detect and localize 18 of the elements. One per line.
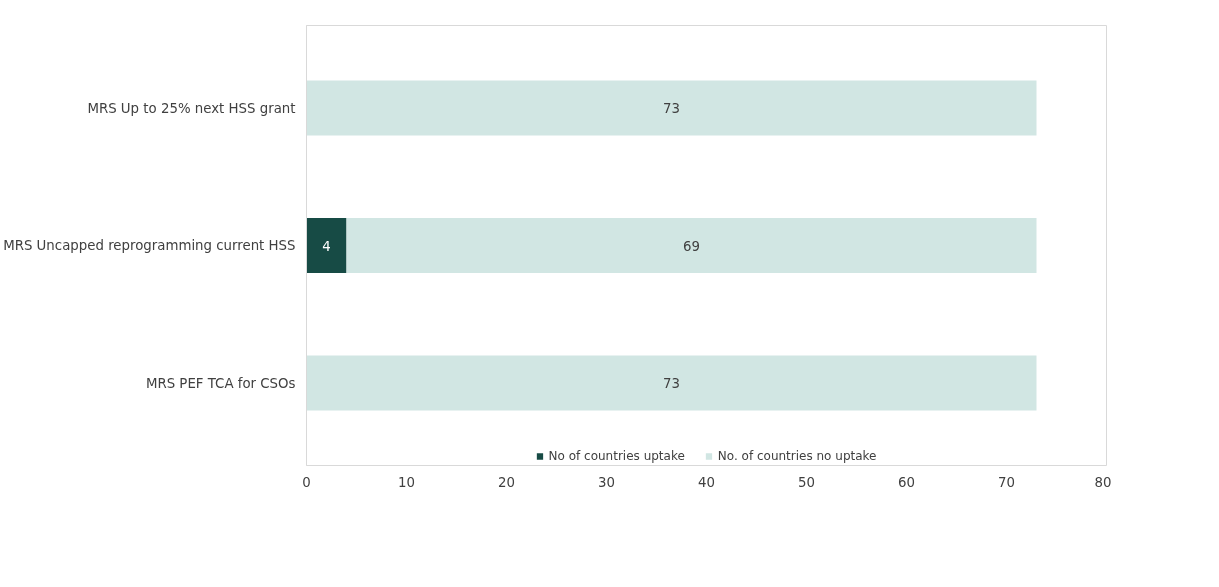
x-tick-label: 10: [398, 474, 415, 490]
y-tick-label: MRS Up to 25% next HSS grant: [87, 100, 296, 116]
x-tick-label: 40: [698, 474, 715, 490]
x-tick-label: 0: [302, 474, 311, 490]
data-label: 4: [322, 238, 331, 254]
legend-label: No of countries uptake: [548, 449, 685, 463]
x-tick-label: 50: [798, 474, 815, 490]
data-label: 73: [663, 376, 680, 391]
x-tick-label: 20: [498, 474, 515, 490]
y-tick-label: MRS PEF TCA for CSOs: [145, 375, 296, 391]
legend-label: No. of countries no uptake: [717, 449, 877, 463]
x-tick-label: 80: [1094, 474, 1112, 490]
y-tick-label: MRS Uncapped reprogramming current HSS: [3, 238, 296, 253]
data-label: 73: [663, 101, 680, 116]
x-tick-label: 30: [598, 474, 615, 490]
x-tick-label: 60: [898, 474, 915, 490]
data-label: 69: [683, 238, 700, 254]
x-tick-label: 70: [998, 474, 1015, 490]
